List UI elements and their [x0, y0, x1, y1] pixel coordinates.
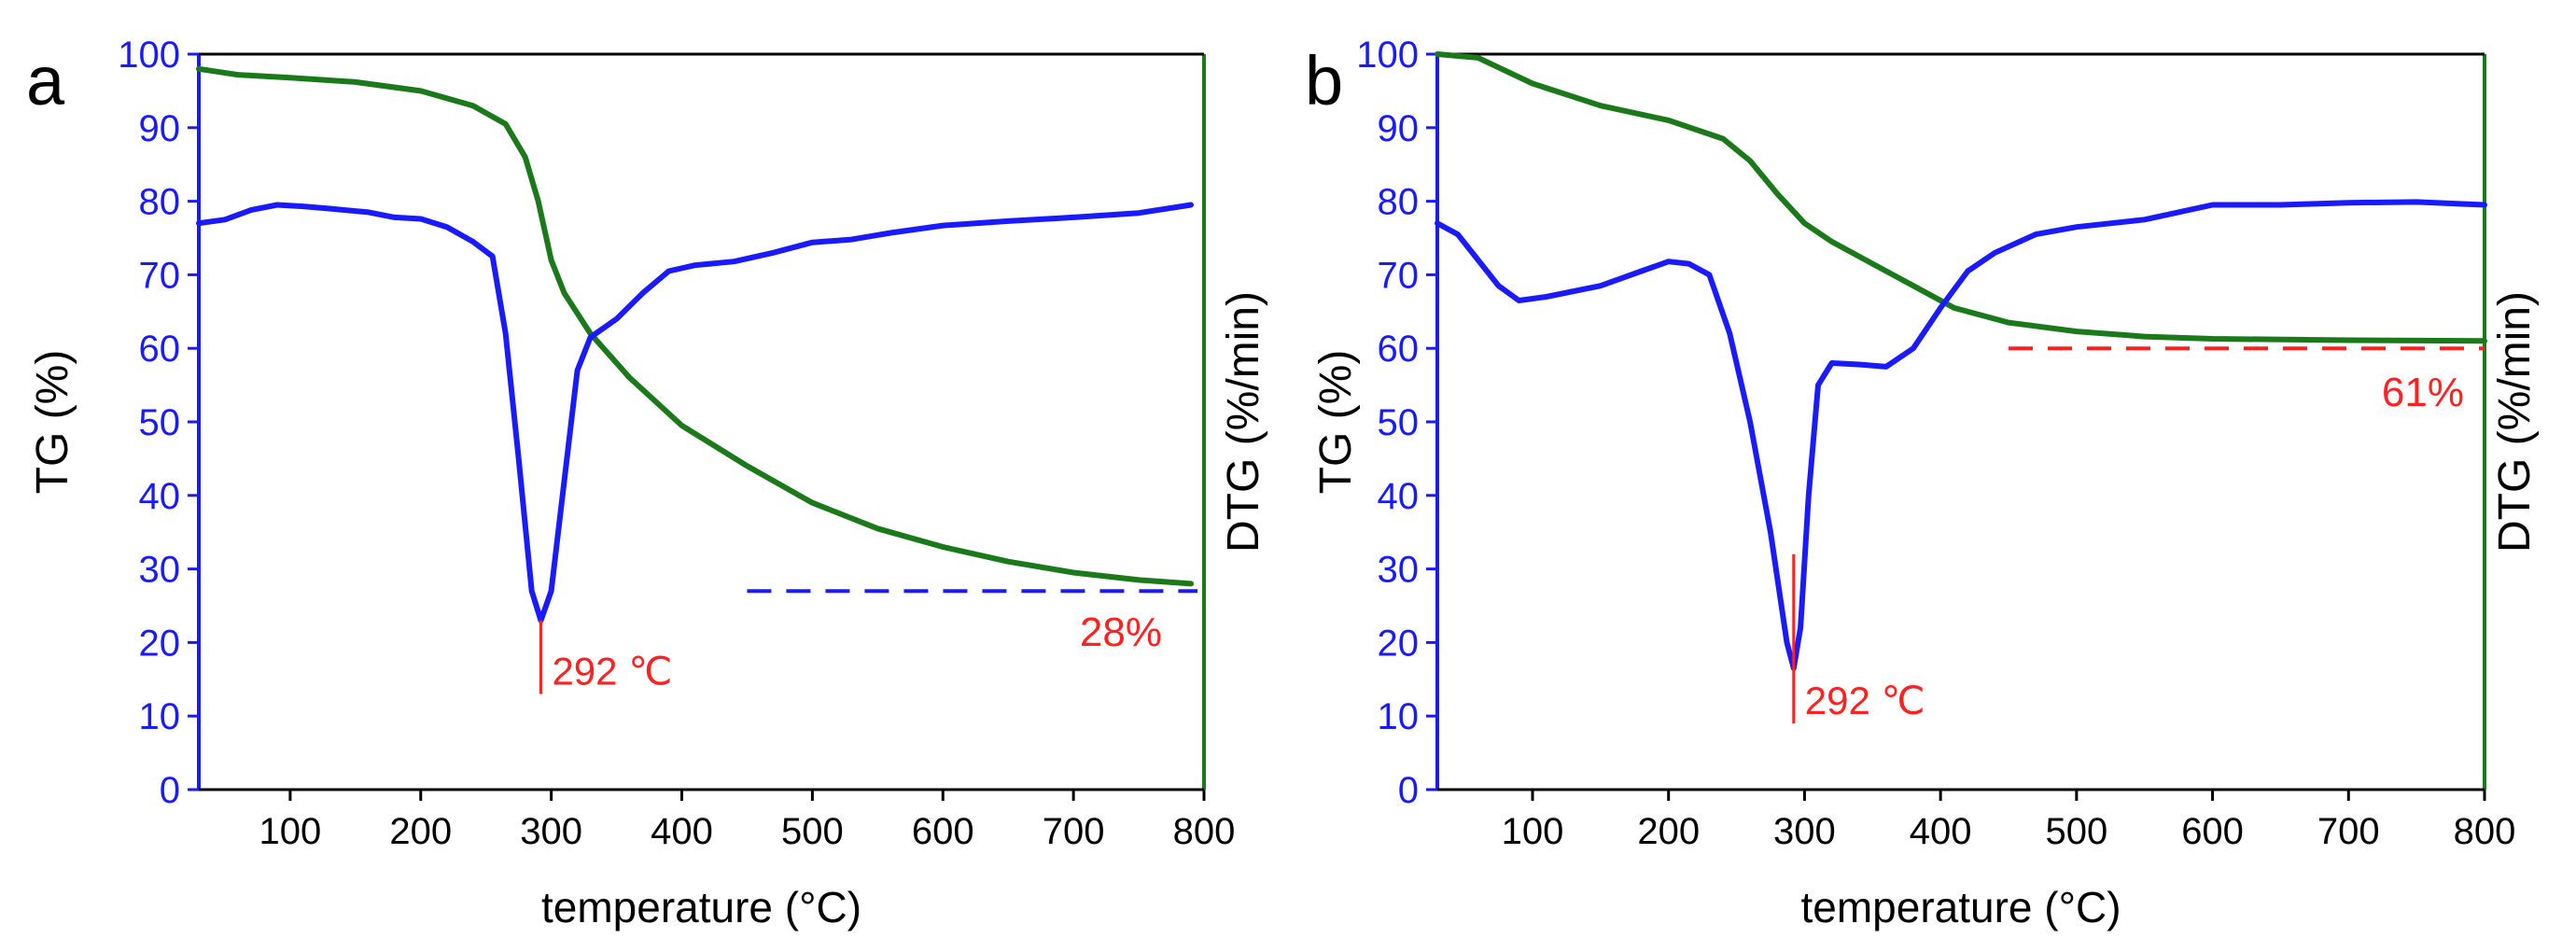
x-tick-label: 800	[2454, 811, 2516, 852]
right-y-axis-title: DTG (%/min)	[1219, 291, 1268, 553]
x-tick-label: 500	[781, 811, 844, 852]
x-axis-title: temperature (°C)	[541, 883, 861, 931]
x-tick-label: 100	[259, 811, 322, 852]
x-tick-label: 700	[1043, 811, 1105, 852]
y-tick-label: 60	[139, 329, 181, 370]
x-tick-label: 800	[1173, 811, 1236, 852]
residue-percent-label: 28%	[1080, 609, 1162, 655]
y-tick-label: 100	[1356, 35, 1419, 76]
y-tick-label: 80	[139, 182, 181, 223]
y-tick-label: 0	[160, 770, 180, 811]
x-tick-label: 300	[1773, 811, 1836, 852]
y-tick-label: 50	[139, 402, 181, 443]
residue-percent-label: 61%	[2382, 370, 2464, 415]
x-tick-label: 700	[2317, 811, 2380, 852]
y-tick-label: 10	[1378, 696, 1420, 737]
peak-temperature-label: 292 ℃	[1805, 679, 1925, 722]
left-y-axis-title: TG (%)	[1311, 350, 1361, 495]
y-tick-label: 20	[1378, 623, 1420, 664]
x-tick-label: 600	[2181, 811, 2244, 852]
series-tg-line	[196, 65, 1194, 587]
x-tick-label: 500	[2045, 811, 2107, 852]
y-tick-label: 70	[1378, 255, 1420, 296]
y-tick-label: 90	[139, 108, 181, 149]
x-axis-title: temperature (°C)	[1800, 883, 2121, 931]
panel-a: a 0 10 20 30 40 50 60 70 80 90 100 100 200 300 400 500 60…	[26, 35, 1268, 931]
x-tick-label: 400	[651, 811, 713, 852]
x-tick-label: 400	[1910, 811, 1972, 852]
y-tick-label: 30	[139, 550, 181, 591]
y-tick-label: 100	[118, 35, 180, 76]
panel-label: b	[1305, 42, 1343, 119]
series-dtg-line	[1435, 199, 2487, 671]
right-y-axis-title: DTG (%/min)	[2490, 291, 2540, 553]
peak-temperature-label: 292 ℃	[552, 650, 672, 693]
series-tg-line	[1435, 51, 2487, 344]
y-tick-label: 40	[139, 476, 181, 517]
y-tick-label: 80	[1378, 182, 1420, 223]
y-tick-label: 70	[139, 255, 181, 296]
panel-b: b 0 10 20 30 40 50 60 70 80 90 100 100 200 300 400 500 60…	[1305, 35, 2540, 931]
left-y-axis-title: TG (%)	[28, 350, 77, 495]
y-tick-label: 20	[139, 623, 181, 664]
y-tick-label: 50	[1378, 402, 1420, 443]
x-tick-label: 200	[389, 811, 452, 852]
y-tick-label: 40	[1378, 476, 1420, 517]
y-tick-label: 10	[139, 696, 181, 737]
x-tick-label: 200	[1637, 811, 1700, 852]
y-tick-label: 0	[1398, 770, 1419, 811]
panel-label: a	[26, 42, 65, 119]
y-tick-label: 30	[1378, 550, 1420, 591]
series-dtg-line	[196, 202, 1194, 623]
x-tick-label: 100	[1502, 811, 1564, 852]
x-tick-label: 600	[912, 811, 974, 852]
y-tick-label: 90	[1378, 108, 1420, 149]
x-tick-label: 300	[520, 811, 582, 852]
y-tick-label: 60	[1378, 329, 1420, 370]
